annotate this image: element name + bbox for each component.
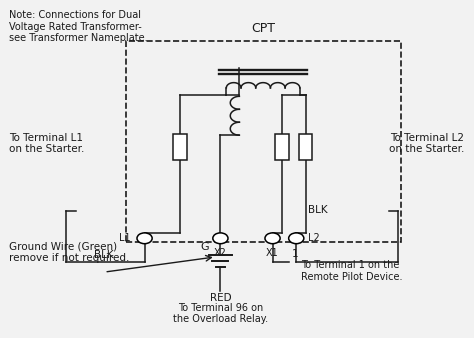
Text: Ground Wire (Green)
remove if not required.: Ground Wire (Green) remove if not requir… <box>9 241 130 263</box>
Text: To Terminal 1 on the
Remote Pilot Device.: To Terminal 1 on the Remote Pilot Device… <box>301 260 402 282</box>
Text: RED: RED <box>210 293 231 303</box>
Text: G: G <box>200 242 209 252</box>
Bar <box>299 135 312 160</box>
Bar <box>275 135 289 160</box>
Text: 1: 1 <box>292 248 298 259</box>
Text: X1: X1 <box>266 248 279 259</box>
Text: BLK: BLK <box>308 204 328 215</box>
Text: L2: L2 <box>308 233 320 243</box>
Bar <box>173 135 187 160</box>
Text: L1: L1 <box>118 233 130 243</box>
Text: To Terminal 96 on
the Overload Relay.: To Terminal 96 on the Overload Relay. <box>173 303 268 324</box>
Text: BLK: BLK <box>94 250 114 260</box>
Circle shape <box>289 233 304 244</box>
Text: CPT: CPT <box>251 23 275 35</box>
Circle shape <box>213 233 228 244</box>
Circle shape <box>265 233 280 244</box>
Text: Note: Connections for Dual
Voltage Rated Transformer-
see Transformer Nameplate.: Note: Connections for Dual Voltage Rated… <box>9 10 148 43</box>
Text: To Terminal L2
on the Starter.: To Terminal L2 on the Starter. <box>389 133 465 154</box>
Bar <box>126 41 401 242</box>
Text: To Terminal L1
on the Starter.: To Terminal L1 on the Starter. <box>9 133 85 154</box>
Text: X2: X2 <box>214 248 227 259</box>
Circle shape <box>137 233 152 244</box>
